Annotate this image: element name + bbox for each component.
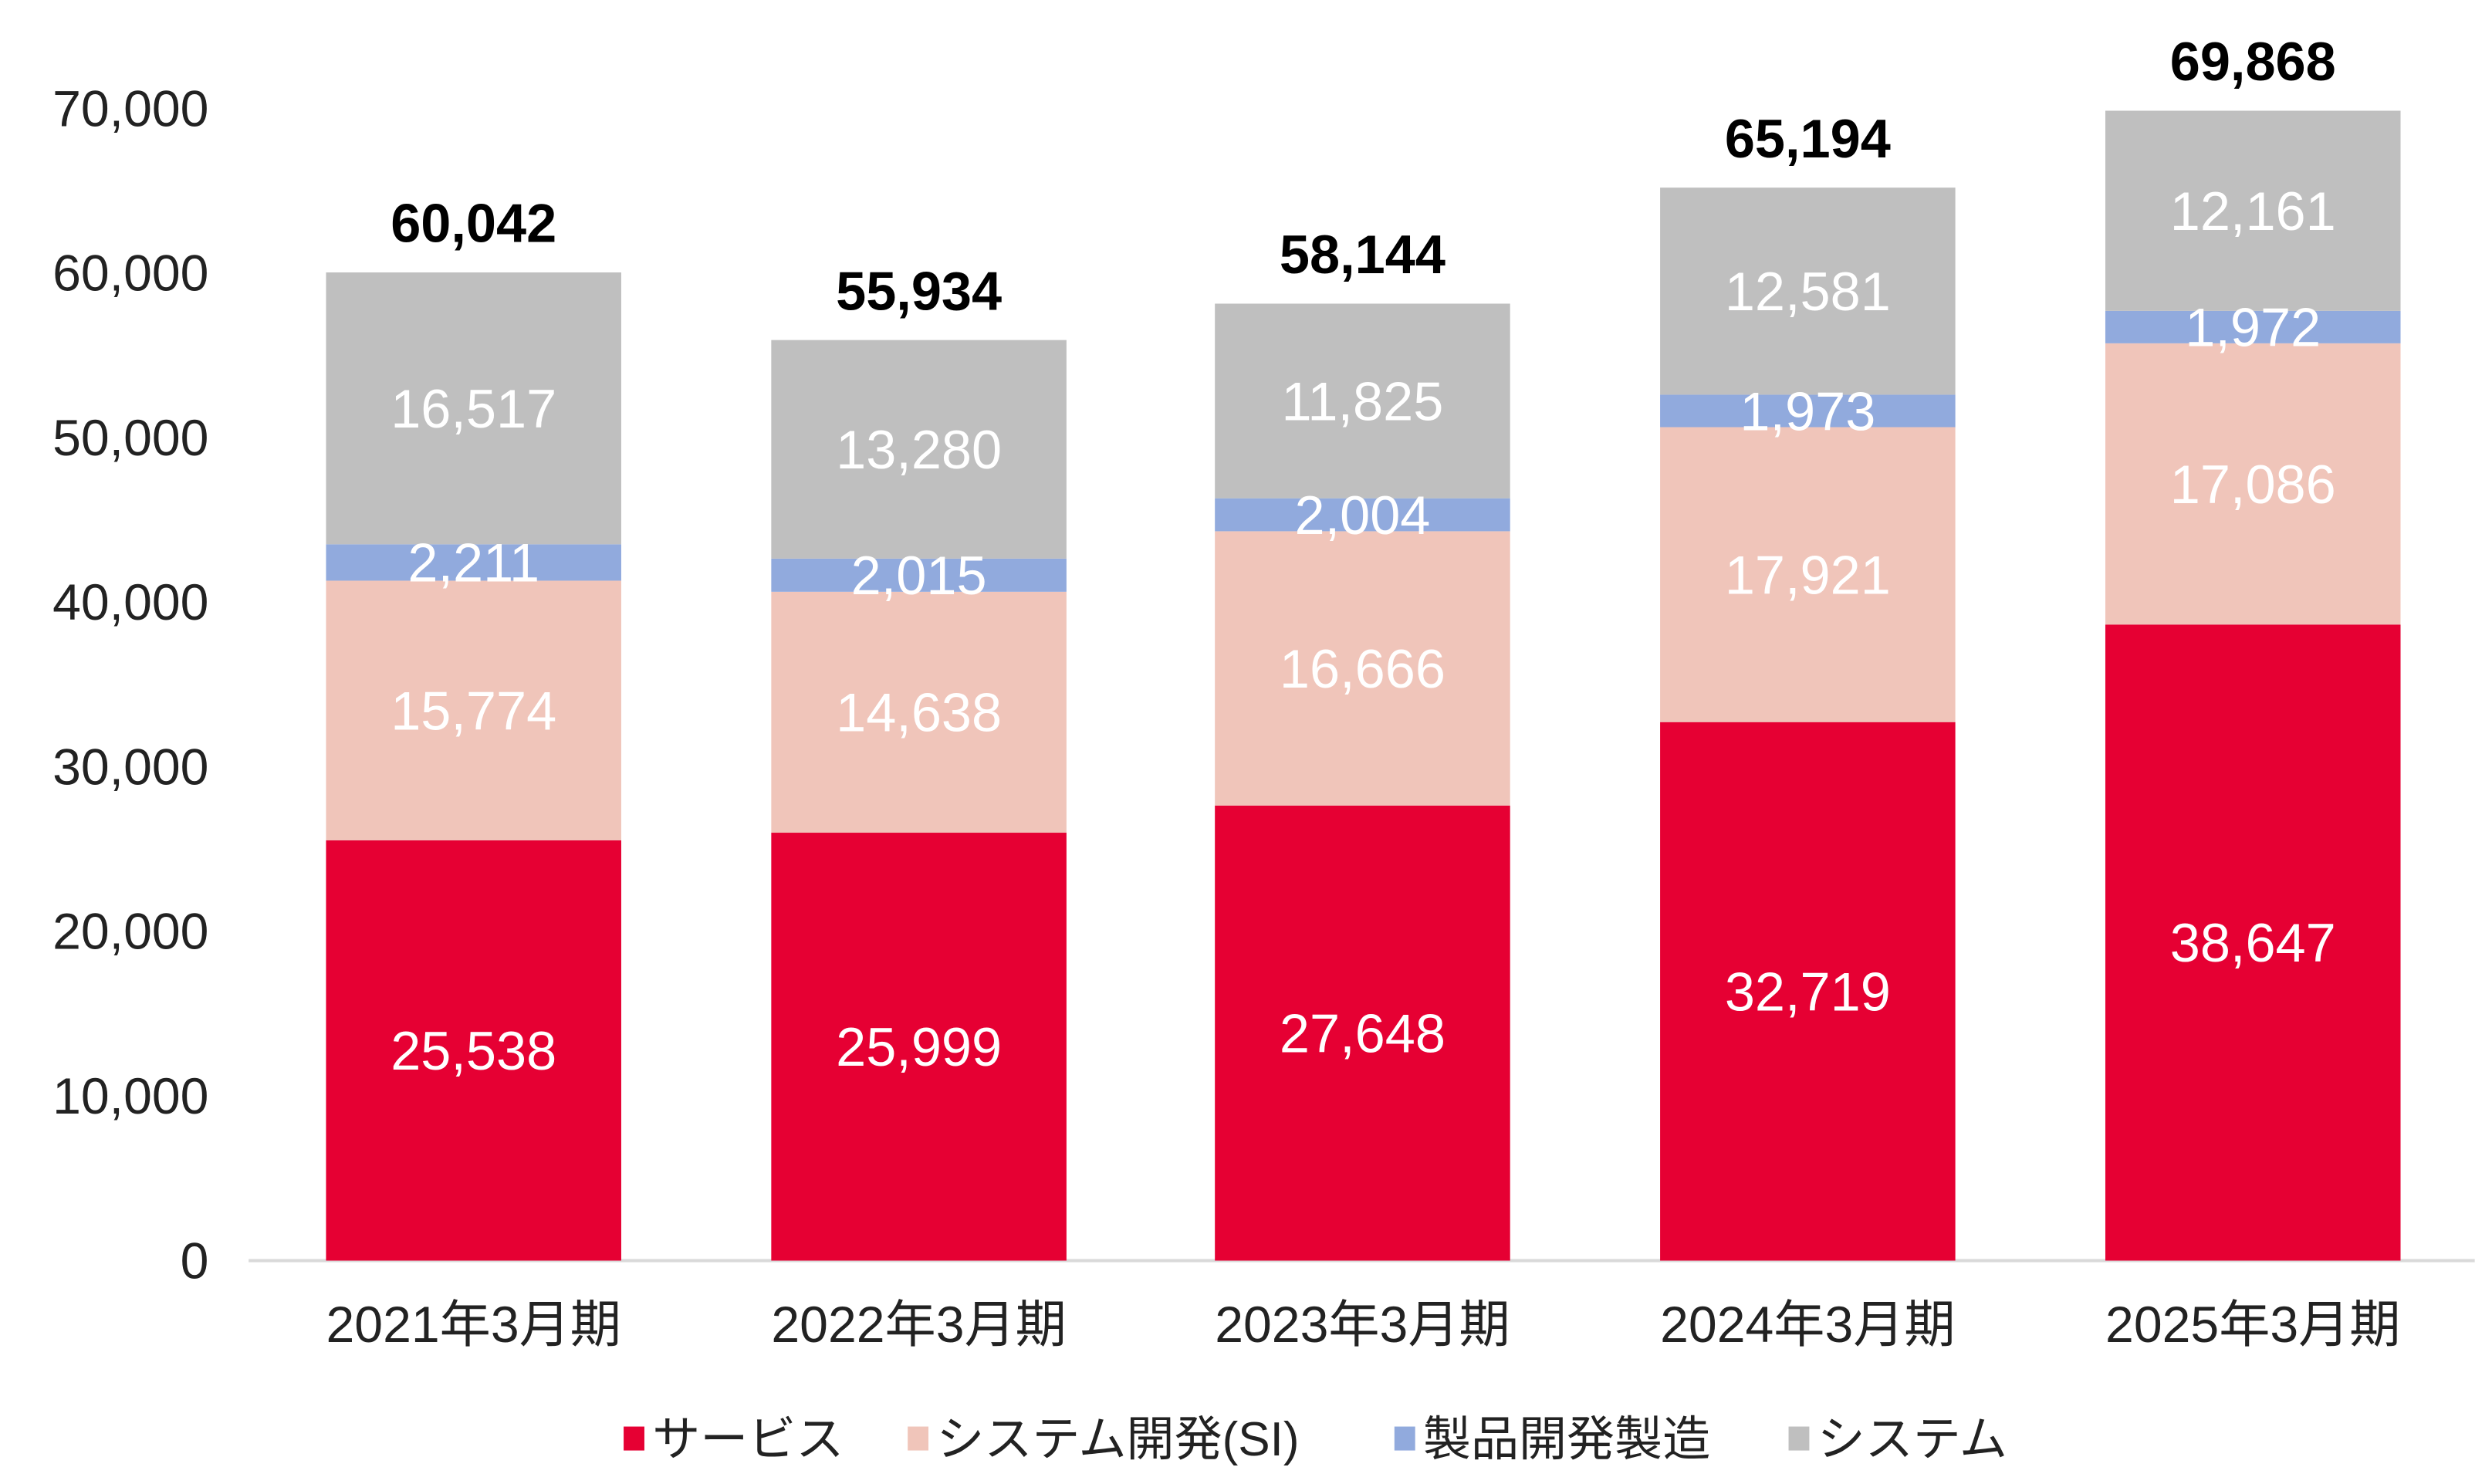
bar-segment	[1660, 188, 1956, 395]
y-tick-label: 40,000	[52, 574, 208, 631]
bar-segment	[1215, 498, 1510, 532]
bar-segment	[2105, 343, 2401, 625]
legend-label: サービス	[652, 1413, 844, 1466]
y-tick-label: 0	[181, 1232, 209, 1290]
bar-segment	[771, 833, 1067, 1261]
data-label: 25,999	[836, 1016, 1002, 1077]
data-label: 16,666	[1280, 638, 1445, 699]
data-label: 16,517	[391, 378, 556, 439]
data-label: 2,015	[851, 545, 987, 606]
bar-segment	[1660, 394, 1956, 428]
total-label: 69,868	[2170, 31, 2336, 92]
legend-swatch	[908, 1426, 929, 1451]
bar-segment	[1215, 805, 1510, 1261]
total-label: 55,934	[836, 260, 1002, 321]
y-tick-label: 10,000	[52, 1068, 208, 1125]
data-label: 17,921	[1725, 544, 1891, 605]
total-label: 60,042	[391, 193, 556, 254]
bar-segment	[771, 591, 1067, 833]
data-label: 12,581	[1725, 261, 1891, 322]
data-label: 2,004	[1294, 485, 1430, 546]
x-tick-label: 2025年3月期	[2105, 1296, 2400, 1354]
bar-segment	[2105, 110, 2401, 311]
bar-segment	[326, 580, 621, 840]
bar-segment	[326, 840, 621, 1261]
bar-segment	[1215, 531, 1510, 806]
bar-segment	[771, 340, 1067, 559]
data-label: 17,086	[2170, 454, 2336, 515]
legend-label: 製品開発製造	[1423, 1413, 1710, 1466]
data-label: 32,719	[1725, 961, 1891, 1022]
y-tick-label: 20,000	[52, 904, 208, 961]
bar-segment	[326, 272, 621, 545]
x-tick-label: 2021年3月期	[326, 1296, 620, 1354]
data-label: 12,161	[2170, 181, 2336, 242]
x-tick-label: 2022年3月期	[771, 1296, 1066, 1354]
total-label: 58,144	[1280, 224, 1445, 285]
bar-segment	[2105, 624, 2401, 1261]
y-tick-label: 60,000	[52, 245, 208, 303]
x-tick-label: 2024年3月期	[1660, 1296, 1955, 1354]
data-label: 25,538	[391, 1020, 556, 1081]
data-label: 13,280	[836, 419, 1002, 480]
legend-swatch	[1788, 1426, 1810, 1451]
bar-segment	[1215, 303, 1510, 499]
data-label: 11,825	[1282, 370, 1444, 431]
data-label: 38,647	[2170, 912, 2336, 973]
legend-label: システム	[1817, 1413, 2007, 1466]
bar-segment	[2105, 310, 2401, 343]
y-tick-label: 70,000	[52, 80, 208, 137]
y-tick-label: 50,000	[52, 410, 208, 467]
data-label: 14,638	[836, 682, 1002, 743]
total-label: 65,194	[1725, 108, 1891, 169]
data-label: 27,648	[1280, 1003, 1445, 1064]
bar-segment	[1660, 427, 1956, 722]
bar-segment	[326, 544, 621, 581]
legend-swatch	[1394, 1426, 1415, 1451]
x-tick-label: 2023年3月期	[1215, 1296, 1510, 1354]
bar-segment	[771, 558, 1067, 592]
data-label: 1,973	[1740, 380, 1875, 441]
legend-label: システム開発(SI)	[936, 1413, 1299, 1466]
data-label: 15,774	[391, 680, 556, 741]
legend-swatch	[624, 1426, 644, 1451]
data-label: 2,211	[407, 532, 539, 593]
data-label: 1,972	[2185, 297, 2321, 358]
y-tick-label: 30,000	[52, 739, 208, 796]
bar-segment	[1660, 722, 1956, 1261]
